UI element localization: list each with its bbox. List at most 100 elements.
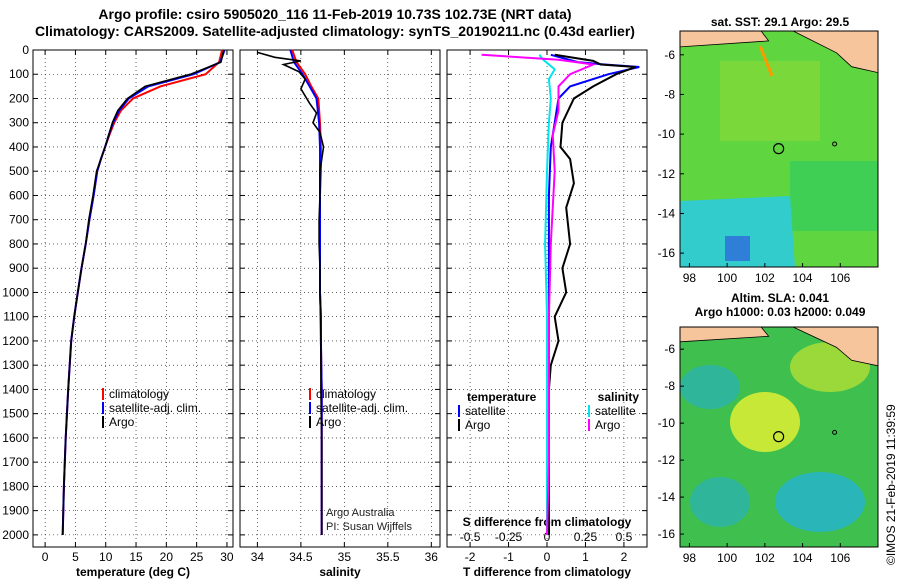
sla-low-anomaly xyxy=(775,472,865,532)
sla-argo-position-marker xyxy=(773,431,785,443)
difference-top-tick-label: 0.25 xyxy=(574,530,598,544)
depth-tick-label: 400 xyxy=(9,140,29,154)
difference-x-tick-label: -1 xyxy=(503,550,514,564)
sst-lon-tick-label: 106 xyxy=(830,271,850,285)
sst-lat-tick-label: -12 xyxy=(658,167,676,181)
depth-tick-label: 500 xyxy=(9,164,29,178)
sla-map: 98 100 102 104 106 -6 -8 -10 -12 -14 -16 xyxy=(658,326,879,565)
salinity-series-satellite-adj-clim- xyxy=(289,49,323,535)
sst-cold-spot xyxy=(725,236,750,261)
sla-lat-tick-label: -6 xyxy=(664,342,675,356)
sst-lon-tick-label: 98 xyxy=(683,271,697,285)
temperature-panel: 0 5 10 15 20 25 30 temperature (deg C) climatolo… xyxy=(32,49,234,579)
difference-x-tick-label: -2 xyxy=(465,550,476,564)
sla-lat-tick-label: -8 xyxy=(664,379,675,393)
difference-top-tick-label: -0.5 xyxy=(460,530,481,544)
depth-tick-label: 1900 xyxy=(2,504,29,518)
depth-tick-label: 200 xyxy=(9,91,29,105)
difference-legend-title-temperature: temperature xyxy=(467,390,537,404)
sla-lat-tick-label: -12 xyxy=(658,453,676,467)
argo-credit-line1: Argo Australia xyxy=(326,507,395,519)
sst-christmas-island xyxy=(832,141,838,147)
sst-lon-tick-label: 104 xyxy=(793,271,813,285)
difference-legend-label: satellite xyxy=(465,404,506,418)
temperature-x-tick-label: 20 xyxy=(160,550,174,564)
difference-x-tick-label: 1 xyxy=(582,550,589,564)
figure-title-line2: Climatology: CARS2009. Satellite-adjuste… xyxy=(35,23,635,39)
sla-low-anomaly xyxy=(690,477,750,527)
difference-series-argo xyxy=(481,53,597,535)
sst-cool-region xyxy=(680,196,795,267)
salinity-x-tick-label: 34 xyxy=(251,550,265,564)
sla-panel-title-line2: Argo h1000: 0.03 h2000: 0.049 xyxy=(694,305,866,319)
sla-low-anomaly xyxy=(680,365,740,409)
temperature-x-tick-label: 30 xyxy=(220,550,234,564)
depth-tick-label: 800 xyxy=(9,237,29,251)
sla-lat-tick-label: -10 xyxy=(658,416,676,430)
difference-legend-label: Argo xyxy=(595,418,621,432)
sst-lat-tick-label: -6 xyxy=(664,48,675,62)
sst-lon-tick-label: 102 xyxy=(755,271,775,285)
salinity-x-axis-label: salinity xyxy=(319,565,361,579)
difference-top-tick-label: 0 xyxy=(544,530,551,544)
sla-high-anomaly xyxy=(730,392,800,452)
depth-tick-label: 600 xyxy=(9,188,29,202)
sst-land-java xyxy=(792,31,878,74)
temperature-x-tick-label: 15 xyxy=(129,550,143,564)
argo-credit-line2: PI: Susan Wijffels xyxy=(326,521,412,533)
difference-x-tick-label: 0 xyxy=(544,550,551,564)
temperature-x-tick-label: 5 xyxy=(72,550,79,564)
sla-christmas-island xyxy=(832,429,838,435)
temperature-series-argo xyxy=(61,49,225,535)
sla-map-field xyxy=(680,327,878,547)
difference-x-axis-label: T difference from climatology xyxy=(463,565,631,579)
temperature-legend-label: satellite-adj. clim. xyxy=(109,401,201,415)
sla-map-frame xyxy=(679,326,879,548)
sla-lon-tick-label: 102 xyxy=(755,551,775,565)
depth-tick-label: 700 xyxy=(9,213,29,227)
temperature-x-axis-label: temperature (deg C) xyxy=(76,565,190,579)
sla-land-sumatra xyxy=(680,327,770,343)
sst-map-field xyxy=(680,31,878,267)
difference-top-tick-label: -0.25 xyxy=(495,530,523,544)
sst-lat-tick-label: -14 xyxy=(658,206,676,220)
depth-tick-label: 1100 xyxy=(3,310,29,324)
difference-series-satellite xyxy=(538,54,556,535)
depth-tick-label: 1000 xyxy=(2,285,29,299)
depth-tick-label: 1800 xyxy=(2,479,29,493)
temperature-series-climatology xyxy=(61,49,224,535)
sla-lon-tick-label: 100 xyxy=(717,551,737,565)
temperature-series-satellite-adj-clim- xyxy=(61,49,226,535)
salinity-legend-label: Argo xyxy=(316,415,342,429)
salinity-panel: 34 34.5 35 35.5 36 salinity climatologysatelli… xyxy=(239,49,441,579)
depth-tick-label: 1200 xyxy=(2,334,29,348)
sst-argo-position-marker xyxy=(773,143,785,155)
sla-lon-tick-label: 106 xyxy=(830,551,850,565)
salinity-x-tick-label: 34.5 xyxy=(289,550,313,564)
temperature-legend-label: Argo xyxy=(109,415,135,429)
sst-lat-tick-label: -10 xyxy=(658,127,676,141)
depth-tick-label: 1700 xyxy=(2,455,29,469)
salinity-x-tick-label: 35 xyxy=(338,550,352,564)
sla-lat-tick-label: -16 xyxy=(658,527,676,541)
sst-lat-tick-label: -8 xyxy=(664,87,675,101)
difference-top-tick-label: 0.5 xyxy=(616,530,633,544)
difference-legend-label: satellite xyxy=(595,404,636,418)
sla-land-java xyxy=(792,327,878,367)
difference-series-argo xyxy=(547,53,636,535)
depth-tick-label: 1600 xyxy=(2,431,29,445)
salinity-x-tick-label: 35.5 xyxy=(376,550,400,564)
depth-tick-label: 1300 xyxy=(2,358,29,372)
temperature-x-tick-label: 25 xyxy=(190,550,204,564)
salinity-series-argo xyxy=(257,51,325,535)
difference-x-tick-label: 2 xyxy=(621,550,628,564)
depth-tick-label: 2000 xyxy=(2,528,29,542)
depth-tick-label: 100 xyxy=(9,67,29,81)
depth-tick-label: 900 xyxy=(9,261,29,275)
sla-lon-tick-label: 104 xyxy=(793,551,813,565)
difference-legend-title-salinity: salinity xyxy=(598,390,640,404)
depth-tick-label: 0 xyxy=(22,43,29,57)
difference-panel: -2 -1 0 1 2-0.5 -0.25 0 0.25 0.5S difference fro… xyxy=(446,49,648,579)
sla-panel-title-line1: Altim. SLA: 0.041 xyxy=(730,291,830,305)
